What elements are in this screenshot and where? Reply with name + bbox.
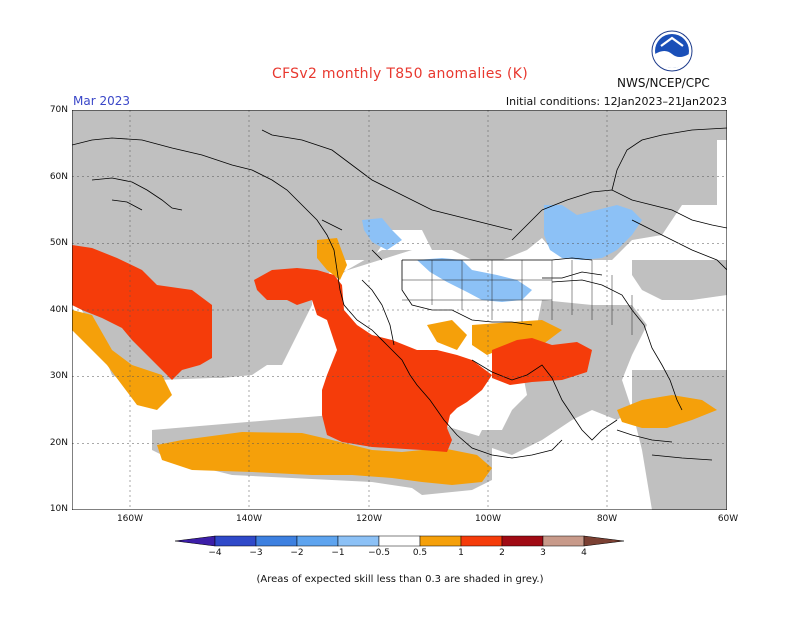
- colorbar-label-m2: −2: [290, 548, 304, 558]
- colorbar-segment: [214, 535, 257, 547]
- warm-anomaly-orange: [72, 238, 717, 485]
- colorbar-segment: [542, 535, 585, 547]
- lon-label-120w: 120W: [355, 514, 383, 524]
- colorbar: [174, 535, 625, 547]
- colorbar-label-m4: −4: [208, 548, 222, 558]
- agency-label: NWS/NCEP/CPC: [617, 76, 710, 90]
- lat-label-30n: 30N: [49, 371, 68, 381]
- colorbar-segment: [378, 535, 421, 547]
- colorbar-label-p3: 3: [540, 548, 546, 558]
- lon-label-140w: 140W: [235, 514, 263, 524]
- colorbar-label-m05: −0.5: [368, 548, 390, 558]
- lon-label-160w: 160W: [116, 514, 144, 524]
- colorbar-segment: [255, 535, 298, 547]
- colorbar-segment: [337, 535, 380, 547]
- state-lines: [402, 260, 633, 335]
- skill-footnote: (Areas of expected skill less than 0.3 a…: [256, 574, 544, 585]
- anomaly-map: [72, 110, 727, 510]
- graticule: [72, 110, 727, 510]
- map-title: CFSv2 monthly T850 anomalies (K): [272, 66, 528, 82]
- lat-label-50n: 50N: [49, 238, 68, 248]
- colorbar-segment: [296, 535, 339, 547]
- colorbar-segment: [460, 535, 503, 547]
- warm-anomaly-red: [72, 245, 592, 452]
- colorbar-low-arrow: [174, 535, 216, 547]
- forecast-month: Mar 2023: [73, 94, 130, 108]
- lat-label-10n: 10N: [49, 504, 68, 514]
- lon-label-80w: 80W: [596, 514, 618, 524]
- colorbar-label-p05: 0.5: [412, 548, 428, 558]
- colorbar-label-p4: 4: [581, 548, 587, 558]
- lon-label-60w: 60W: [717, 514, 739, 524]
- lon-label-100w: 100W: [474, 514, 502, 524]
- lat-label-40n: 40N: [49, 305, 68, 315]
- lat-label-20n: 20N: [49, 438, 68, 448]
- initial-conditions: Initial conditions: 12Jan2023–21Jan2023: [505, 95, 727, 108]
- lat-label-60n: 60N: [49, 172, 68, 182]
- colorbar-label-p1: 1: [458, 548, 464, 558]
- colorbar-label-p2: 2: [499, 548, 505, 558]
- colorbar-label-m3: −3: [249, 548, 263, 558]
- colorbar-segment: [419, 535, 462, 547]
- noaa-logo-icon: [651, 30, 693, 72]
- colorbar-segment: [501, 535, 544, 547]
- colorbar-label-m1: −1: [331, 548, 345, 558]
- colorbar-high-arrow: [583, 535, 625, 547]
- lat-label-70n: 70N: [49, 105, 68, 115]
